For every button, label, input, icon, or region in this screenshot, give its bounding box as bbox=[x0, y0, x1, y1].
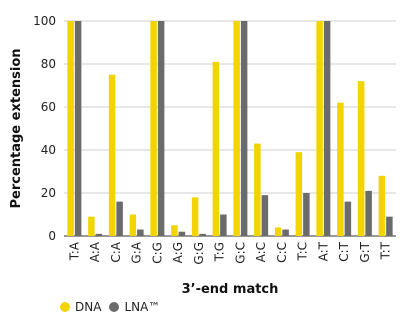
x-tick-label: G:G bbox=[192, 242, 206, 265]
x-tick-label: C:C bbox=[275, 242, 289, 263]
bar-dna-c-c bbox=[274, 227, 282, 236]
legend: DNA LNA™ bbox=[60, 300, 168, 314]
bar-lna-t-c bbox=[303, 193, 310, 236]
bar-lna-g-g bbox=[199, 233, 206, 236]
x-tick-label: G:T bbox=[358, 241, 372, 262]
bar-lna-t-g bbox=[220, 214, 227, 236]
bar-dna-a-g bbox=[171, 225, 178, 236]
bar-dna-t-c bbox=[295, 152, 303, 236]
bars bbox=[67, 21, 393, 236]
bar-lna-c-t bbox=[344, 201, 352, 236]
x-tick-label: T:G bbox=[213, 242, 227, 262]
bar-lna-a-a bbox=[95, 233, 103, 236]
bar-dna-a-c bbox=[254, 143, 261, 236]
y-tick-label: 0 bbox=[48, 229, 56, 243]
x-tick-label: A:C bbox=[254, 242, 268, 262]
bar-dna-a-t bbox=[316, 21, 323, 236]
bar-dna-t-t bbox=[378, 175, 386, 236]
bar-lna-a-t bbox=[323, 21, 331, 236]
y-tick-label: 60 bbox=[41, 100, 56, 114]
legend-label-lna: LNA™ bbox=[124, 300, 161, 314]
bar-lna-a-g bbox=[178, 231, 186, 236]
axes: 0 20 40 60 80 100 T:A A:A C:A G:A C:G A:G G:G T:G G:C A… bbox=[33, 14, 393, 265]
bar-lna-t-t bbox=[386, 216, 393, 236]
y-tick-label: 80 bbox=[41, 57, 56, 71]
x-tick-label: G:C bbox=[233, 242, 247, 264]
bar-dna-t-g bbox=[212, 61, 220, 236]
bar-dna-c-a bbox=[108, 74, 116, 236]
x-tick-label: G:A bbox=[130, 241, 144, 263]
x-tick-label: A:G bbox=[171, 242, 185, 263]
bar-dna-g-c bbox=[233, 21, 240, 236]
bar-lna-g-a bbox=[137, 229, 144, 236]
y-tick-label: 100 bbox=[33, 14, 56, 28]
legend-dot-dna bbox=[60, 302, 70, 312]
bar-dna-g-a bbox=[129, 214, 137, 236]
x-tick-label: T:T bbox=[379, 241, 393, 260]
x-tick-label: A:A bbox=[88, 241, 102, 262]
x-tick-label: T:C bbox=[296, 242, 310, 261]
x-tick-label: T:A bbox=[67, 241, 81, 261]
bar-lna-t-a bbox=[74, 21, 82, 236]
legend-label-dna: DNA bbox=[75, 300, 102, 314]
bar-lna-g-c bbox=[240, 21, 248, 236]
bar-dna-g-t bbox=[357, 81, 365, 236]
legend-item-dna: DNA bbox=[60, 300, 101, 314]
legend-dot-lna bbox=[109, 302, 120, 312]
x-tick-label: C:G bbox=[150, 242, 164, 264]
bar-lna-c-c bbox=[282, 229, 289, 236]
x-tick-label: C:T bbox=[337, 241, 351, 261]
bar-lna-c-g bbox=[157, 21, 165, 236]
bar-dna-c-g bbox=[150, 21, 157, 236]
bar-dna-c-t bbox=[337, 102, 344, 236]
bar-lna-c-a bbox=[116, 201, 123, 236]
bar-dna-a-a bbox=[88, 216, 95, 236]
x-tick-label: C:A bbox=[109, 241, 123, 262]
bar-lna-g-t bbox=[365, 190, 372, 236]
bar-chart: 0 20 40 60 80 100 T:A A:A C:A G:A C:G A:G G:G T:G G:C A… bbox=[9, 14, 396, 297]
bar-lna-a-c bbox=[261, 195, 269, 236]
x-tick-label: A:T bbox=[316, 241, 330, 261]
y-tick-label: 20 bbox=[41, 186, 56, 200]
bar-dna-g-g bbox=[191, 197, 199, 236]
y-tick-label: 40 bbox=[41, 143, 56, 157]
bar-dna-t-a bbox=[67, 21, 74, 236]
x-axis-title: 3’-end match bbox=[182, 282, 279, 297]
y-axis-title: Percentage extension bbox=[9, 48, 24, 208]
legend-item-lna: LNA™ bbox=[109, 300, 160, 314]
